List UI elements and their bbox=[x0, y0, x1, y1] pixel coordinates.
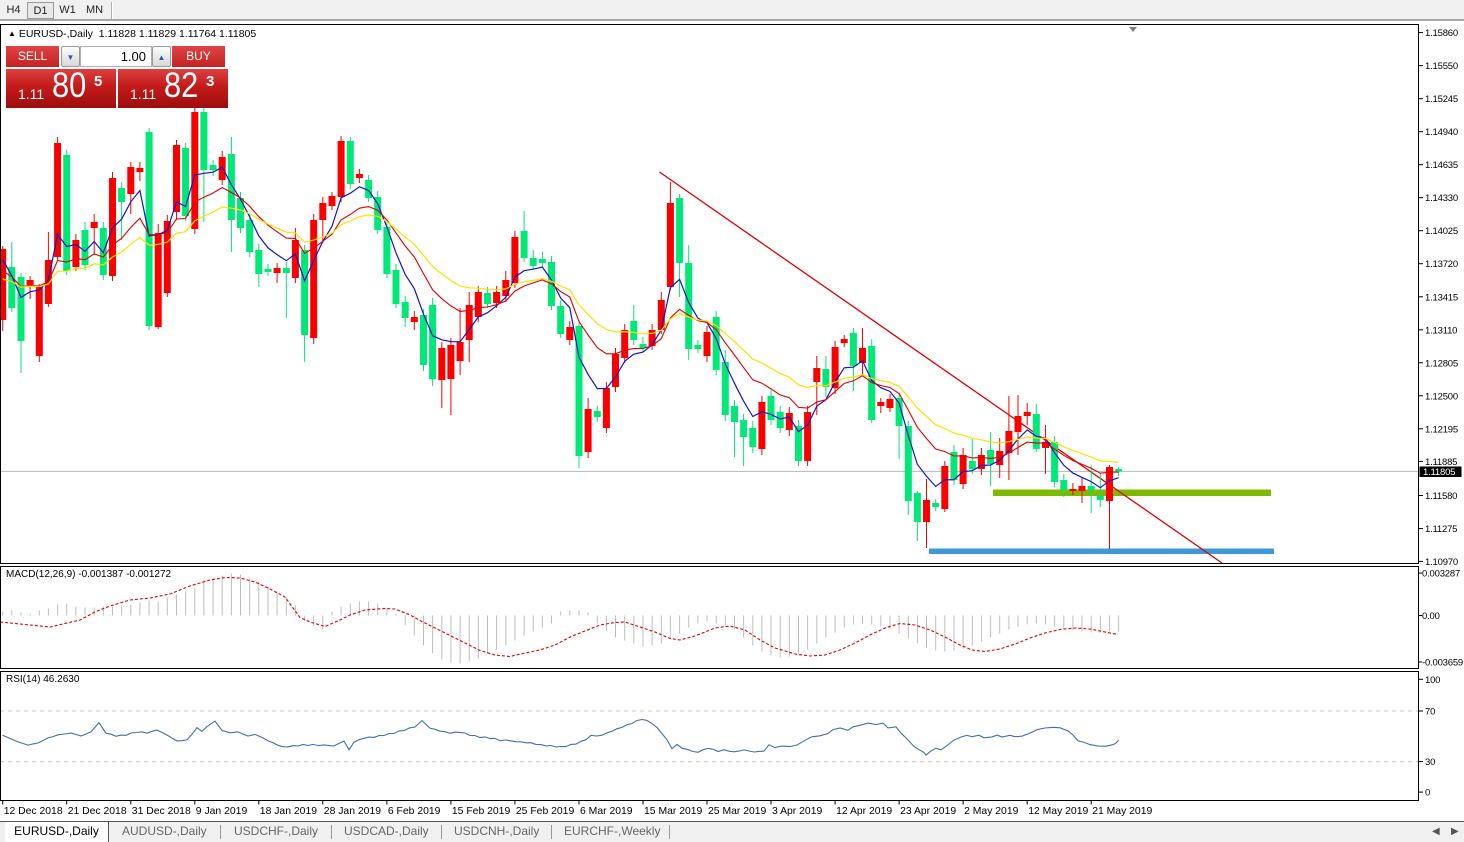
svg-text:1.15550: 1.15550 bbox=[1425, 61, 1458, 72]
svg-text:12 Dec 2018: 12 Dec 2018 bbox=[4, 806, 63, 817]
svg-text:1.12805: 1.12805 bbox=[1425, 358, 1458, 369]
svg-text:0.003287: 0.003287 bbox=[1422, 569, 1460, 580]
svg-text:30: 30 bbox=[1425, 757, 1435, 768]
svg-text:31 Dec 2018: 31 Dec 2018 bbox=[132, 806, 191, 817]
svg-text:1.13110: 1.13110 bbox=[1425, 325, 1457, 336]
svg-text:6 Mar 2019: 6 Mar 2019 bbox=[580, 806, 633, 817]
svg-text:1.11805: 1.11805 bbox=[1423, 467, 1455, 478]
svg-text:1.10970: 1.10970 bbox=[1425, 557, 1458, 568]
svg-text:1.14330: 1.14330 bbox=[1425, 193, 1458, 204]
svg-text:70: 70 bbox=[1425, 707, 1435, 718]
svg-text:1.14025: 1.14025 bbox=[1425, 226, 1458, 237]
svg-text:6 Feb 2019: 6 Feb 2019 bbox=[388, 806, 441, 817]
svg-text:1.11580: 1.11580 bbox=[1425, 491, 1457, 502]
svg-text:2 May 2019: 2 May 2019 bbox=[964, 806, 1019, 817]
svg-text:18 Jan 2019: 18 Jan 2019 bbox=[260, 806, 317, 817]
svg-text:9 Jan 2019: 9 Jan 2019 bbox=[196, 806, 248, 817]
svg-text:1.12195: 1.12195 bbox=[1425, 424, 1458, 435]
svg-text:15 Mar 2019: 15 Mar 2019 bbox=[644, 806, 703, 817]
svg-text:1.15860: 1.15860 bbox=[1425, 28, 1458, 39]
svg-text:3 Apr 2019: 3 Apr 2019 bbox=[772, 806, 822, 817]
svg-text:1.15245: 1.15245 bbox=[1425, 94, 1458, 105]
svg-text:0: 0 bbox=[1425, 788, 1430, 799]
svg-text:1.11885: 1.11885 bbox=[1425, 457, 1457, 468]
svg-text:1.12500: 1.12500 bbox=[1425, 391, 1458, 402]
svg-text:21 Dec 2018: 21 Dec 2018 bbox=[68, 806, 127, 817]
svg-text:21 May 2019: 21 May 2019 bbox=[1092, 806, 1152, 817]
svg-text:25 Mar 2019: 25 Mar 2019 bbox=[708, 806, 767, 817]
svg-text:12 May 2019: 12 May 2019 bbox=[1028, 806, 1088, 817]
svg-text:0.00: 0.00 bbox=[1422, 611, 1440, 622]
svg-text:23 Apr 2019: 23 Apr 2019 bbox=[900, 806, 956, 817]
svg-text:28 Jan 2019: 28 Jan 2019 bbox=[324, 806, 381, 817]
svg-text:12 Apr 2019: 12 Apr 2019 bbox=[836, 806, 892, 817]
svg-text:1.13720: 1.13720 bbox=[1425, 259, 1458, 270]
svg-text:1.11275: 1.11275 bbox=[1425, 524, 1457, 535]
svg-text:1.14635: 1.14635 bbox=[1425, 160, 1458, 171]
svg-text:25 Feb 2019: 25 Feb 2019 bbox=[516, 806, 575, 817]
svg-text:1.13415: 1.13415 bbox=[1425, 292, 1458, 303]
svg-text:-0.003659: -0.003659 bbox=[1422, 658, 1463, 669]
svg-text:1.14940: 1.14940 bbox=[1425, 127, 1458, 138]
svg-text:15 Feb 2019: 15 Feb 2019 bbox=[452, 806, 511, 817]
svg-text:100: 100 bbox=[1425, 675, 1440, 686]
